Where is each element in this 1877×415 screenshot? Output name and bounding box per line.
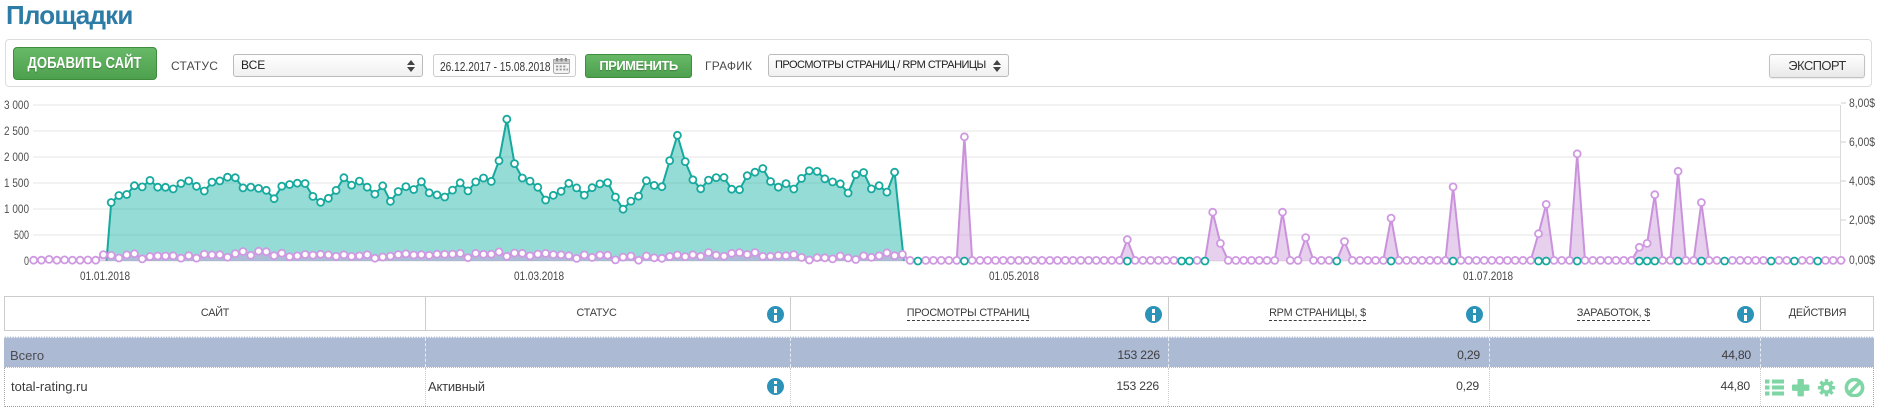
svg-text:1 000: 1 000 bbox=[4, 204, 29, 216]
svg-text:8,00$: 8,00$ bbox=[1849, 98, 1876, 110]
svg-text:2 500: 2 500 bbox=[4, 126, 29, 138]
svg-text:01.05.2018: 01.05.2018 bbox=[989, 271, 1039, 283]
svg-text:6,00$: 6,00$ bbox=[1849, 137, 1876, 149]
svg-text:0,00$: 0,00$ bbox=[1849, 255, 1876, 267]
svg-text:4,00$: 4,00$ bbox=[1849, 176, 1876, 188]
svg-text:0: 0 bbox=[24, 256, 29, 268]
svg-text:2,00$: 2,00$ bbox=[1849, 215, 1876, 227]
svg-text:01.07.2018: 01.07.2018 bbox=[1463, 271, 1513, 283]
svg-text:1 500: 1 500 bbox=[4, 178, 29, 190]
svg-text:3 000: 3 000 bbox=[4, 100, 29, 112]
svg-text:01.01.2018: 01.01.2018 bbox=[80, 271, 130, 283]
svg-text:2 000: 2 000 bbox=[4, 152, 29, 164]
svg-text:500: 500 bbox=[14, 230, 29, 242]
svg-text:01.03.2018: 01.03.2018 bbox=[514, 271, 564, 283]
